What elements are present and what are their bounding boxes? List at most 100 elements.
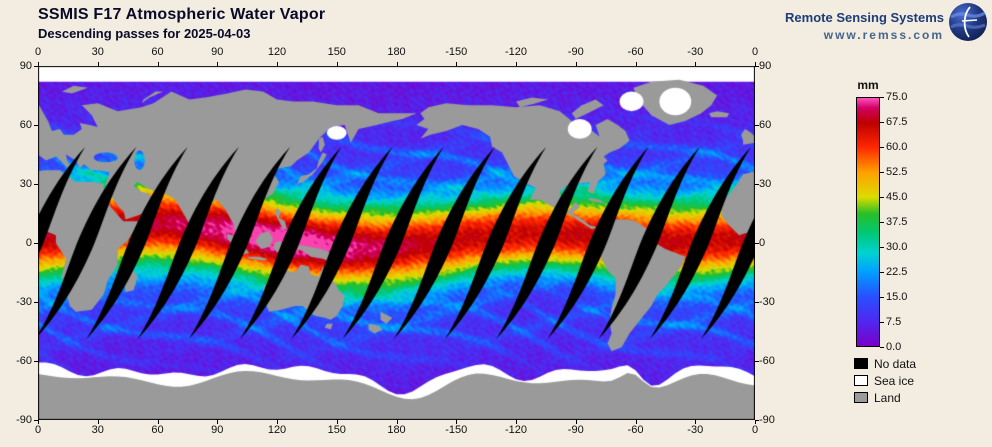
- colorbar-tick-mark: [880, 322, 884, 323]
- lat-tick-mark-left: [34, 243, 38, 244]
- remss-globe-icon: [949, 3, 987, 41]
- colorbar-tick-mark: [880, 297, 884, 298]
- lon-tick-label-top: -120: [504, 46, 528, 58]
- lat-tick-mark-left: [34, 125, 38, 126]
- lon-tick-label-top: 120: [267, 46, 287, 58]
- lon-tick-mark-top: [277, 62, 278, 66]
- lon-tick-mark-bottom: [695, 420, 697, 424]
- lon-tick-mark-bottom: [277, 420, 278, 424]
- lon-tick-label-bottom: -120: [504, 424, 528, 436]
- legend-swatch-land: [854, 392, 868, 403]
- colorbar-tick-mark: [880, 222, 884, 223]
- lat-tick-label-left: 0: [25, 237, 32, 249]
- lon-tick-mark-bottom: [635, 420, 637, 424]
- lat-tick-mark-right: [755, 243, 759, 244]
- lon-tick-label-top: 150: [327, 46, 346, 58]
- lon-tick-label-bottom: -30: [687, 424, 704, 436]
- colorbar-tick-mark: [880, 147, 884, 148]
- lon-tick-mark-bottom: [456, 420, 458, 424]
- lat-tick-label-right: -90: [759, 414, 775, 426]
- lon-tick-label-top: 0: [34, 46, 42, 58]
- lon-tick-mark-top: [516, 62, 517, 66]
- world-vapor-map: [38, 66, 755, 420]
- legend-label: Sea ice: [874, 374, 915, 388]
- lat-tick-mark-right: [755, 420, 759, 421]
- lon-tick-mark-top: [97, 62, 99, 66]
- lat-tick-mark-right: [755, 361, 759, 362]
- lon-tick-mark-bottom: [396, 420, 398, 424]
- lat-tick-mark-left: [34, 361, 38, 362]
- colorbar-tick-label: 0.0: [886, 341, 902, 353]
- lon-tick-label-top: 30: [91, 46, 104, 58]
- lat-tick-mark-left: [34, 184, 38, 185]
- colorbar-tick-label: 45.0: [886, 191, 908, 203]
- lon-tick-mark-top: [217, 62, 219, 66]
- lon-tick-mark-top: [157, 62, 159, 66]
- legend-swatch-sea-ice: [854, 375, 868, 386]
- lat-tick-label-right: 60: [759, 119, 772, 131]
- lat-tick-mark-right: [755, 184, 759, 185]
- lon-tick-label-top: 90: [211, 46, 224, 58]
- lon-tick-mark-top: [755, 62, 756, 66]
- colorbar: [856, 97, 880, 347]
- lat-tick-label-right: 0: [759, 237, 766, 249]
- lon-tick-mark-top: [336, 62, 338, 66]
- colorbar-tick-mark: [880, 347, 884, 348]
- lat-tick-mark-right: [755, 302, 759, 303]
- colorbar-tick-label: 7.5: [886, 316, 902, 328]
- colorbar-tick-label: 15.0: [886, 291, 908, 303]
- lon-tick-label-bottom: 180: [387, 424, 406, 436]
- lat-tick-label-left: 90: [19, 60, 32, 72]
- legend-label: No data: [874, 357, 917, 371]
- lat-tick-label-left: -60: [16, 355, 32, 367]
- colorbar-tick-mark: [880, 97, 884, 98]
- lon-tick-label-bottom: 90: [211, 424, 224, 436]
- lon-tick-mark-bottom: [516, 420, 517, 424]
- lon-tick-mark-top: [695, 62, 697, 66]
- brand-name: Remote Sensing Systems: [785, 10, 944, 25]
- page-subtitle: Descending passes for 2025-04-03: [38, 26, 251, 41]
- lon-tick-label-top: -30: [687, 46, 704, 58]
- lat-tick-label-left: 30: [19, 178, 32, 190]
- lon-tick-label-top: 60: [151, 46, 164, 58]
- lon-tick-label-bottom: 0: [34, 424, 42, 436]
- colorbar-tick-label: 60.0: [886, 141, 908, 153]
- lon-tick-mark-bottom: [38, 420, 39, 424]
- lon-tick-label-bottom: 60: [151, 424, 164, 436]
- lat-tick-mark-left: [34, 420, 38, 421]
- lon-tick-label-bottom: -90: [567, 424, 584, 436]
- lon-tick-label-top: -90: [567, 46, 584, 58]
- lon-tick-mark-top: [396, 62, 398, 66]
- lon-tick-mark-bottom: [336, 420, 338, 424]
- colorbar-tick-mark: [880, 247, 884, 248]
- colorbar-unit-label: mm: [857, 78, 879, 92]
- colorbar-tick-label: 22.5: [886, 266, 908, 278]
- lon-tick-label-bottom: -150: [445, 424, 468, 436]
- lat-tick-label-left: -30: [16, 296, 32, 308]
- legend-swatch-no-data: [854, 358, 868, 369]
- colorbar-tick-mark: [880, 172, 884, 173]
- colorbar-tick-label: 67.5: [886, 116, 908, 128]
- lon-tick-label-bottom: 150: [327, 424, 346, 436]
- brand-url: www.remss.com: [823, 28, 944, 42]
- lat-tick-label-right: 90: [759, 60, 772, 72]
- page-title: SSMIS F17 Atmospheric Water Vapor: [38, 6, 326, 23]
- lat-tick-label-right: 30: [759, 178, 772, 190]
- colorbar-tick-label: 30.0: [886, 241, 908, 253]
- lat-tick-mark-left: [34, 66, 38, 67]
- lon-tick-mark-top: [456, 62, 458, 66]
- colorbar-tick-label: 52.5: [886, 166, 908, 178]
- colorbar-tick-mark: [880, 272, 884, 273]
- lon-tick-label-top: 180: [387, 46, 406, 58]
- colorbar-tick-mark: [880, 122, 884, 123]
- lon-tick-mark-bottom: [575, 420, 577, 424]
- lon-tick-mark-top: [38, 62, 39, 66]
- lon-tick-mark-bottom: [755, 420, 756, 424]
- lon-tick-label-bottom: 120: [267, 424, 287, 436]
- lon-tick-label-top: -150: [445, 46, 468, 58]
- lon-tick-label-bottom: -60: [627, 424, 644, 436]
- colorbar-tick-mark: [880, 197, 884, 198]
- lon-tick-label-bottom: 30: [91, 424, 104, 436]
- lon-tick-label-top: -60: [627, 46, 644, 58]
- colorbar-tick-label: 75.0: [886, 91, 908, 103]
